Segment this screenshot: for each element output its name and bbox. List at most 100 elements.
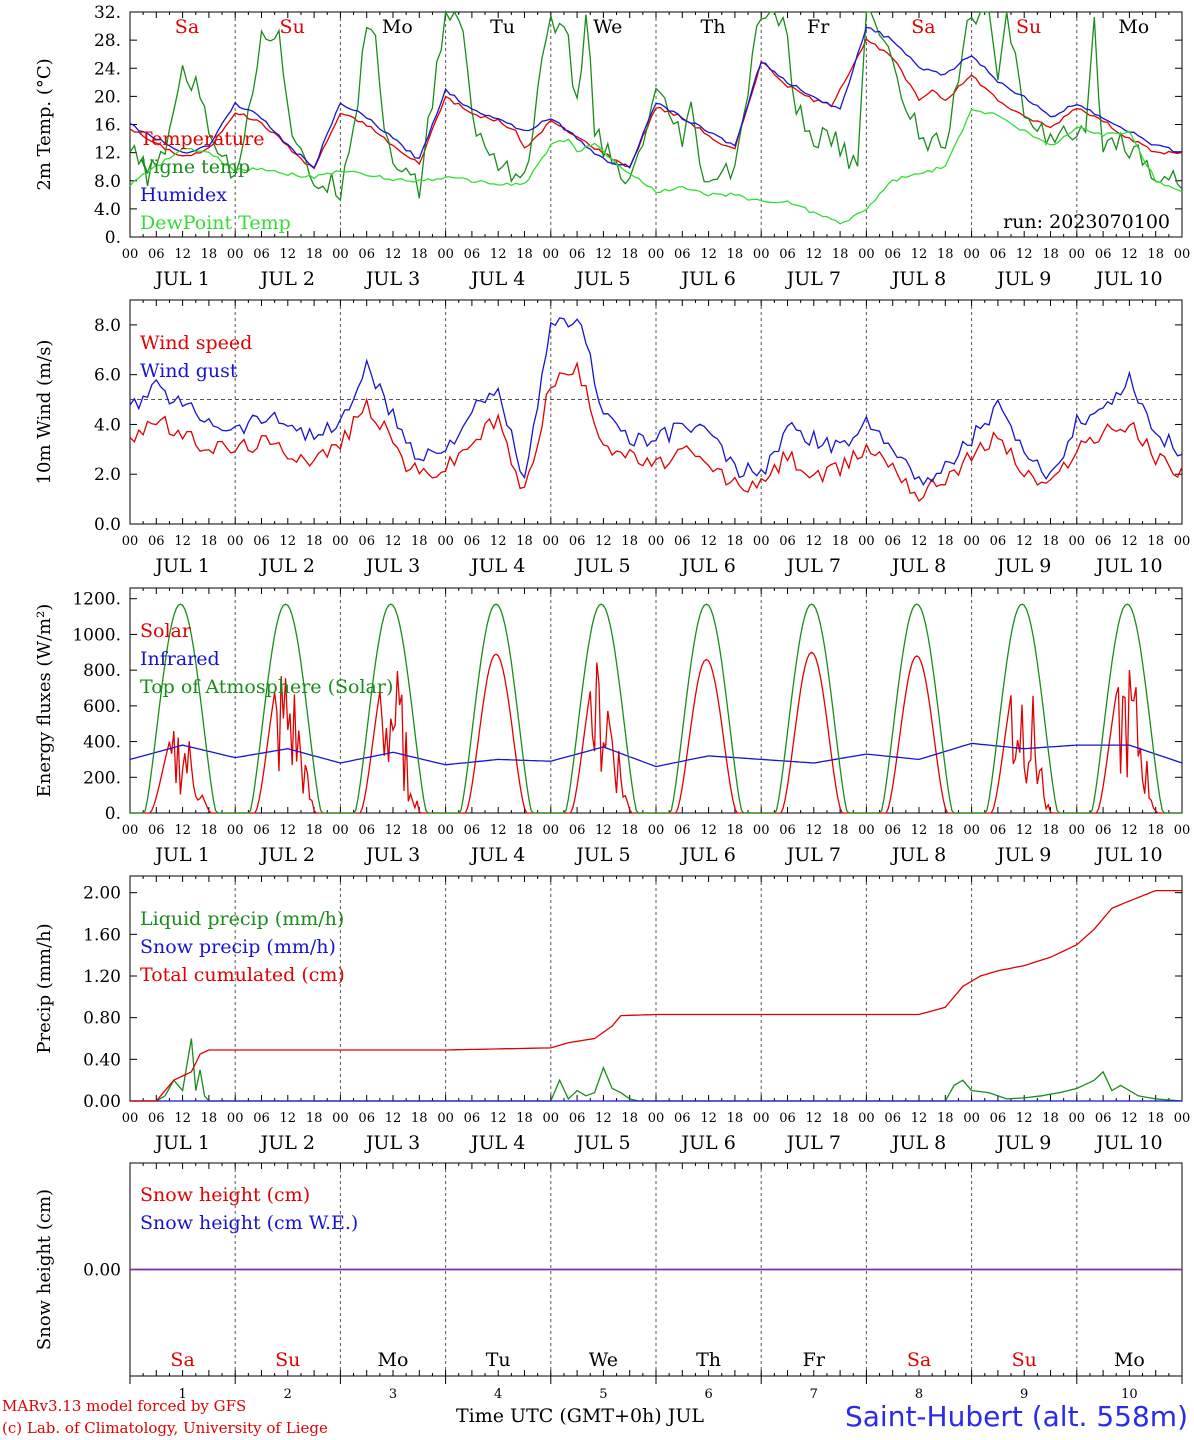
day-name-label: We	[589, 1349, 618, 1371]
hour-tick-label: 18	[832, 1111, 849, 1126]
hour-tick-label: 06	[1095, 823, 1112, 838]
panel-frame-wind	[129, 299, 1183, 525]
hour-tick-label: 12	[1121, 823, 1138, 838]
hour-tick-label: 18	[516, 534, 533, 549]
date-label: JUL 3	[364, 844, 420, 866]
series-line-top-of-atmosphere-solar	[130, 603, 1182, 814]
hour-tick-label: 18	[516, 247, 533, 262]
y-axis-title: Snow height (cm)	[34, 1189, 55, 1350]
day-number-label: 8	[915, 1387, 923, 1402]
y-tick-label: 200.	[83, 768, 121, 788]
hour-tick-label: 18	[832, 534, 849, 549]
hour-tick-label: 18	[201, 247, 218, 262]
hour-tick-label: 06	[1095, 1111, 1112, 1126]
hour-tick-label: 00	[1069, 247, 1086, 262]
day-name-label: Mo	[1118, 16, 1149, 38]
hour-tick-label: 18	[621, 1111, 638, 1126]
date-label: JUL 6	[679, 268, 735, 290]
hour-tick-label: 00	[227, 1111, 244, 1126]
hour-tick-label: 12	[490, 247, 507, 262]
date-label: JUL 10	[1094, 1132, 1162, 1154]
legend-entry: Snow precip (mm/h)	[140, 936, 336, 958]
hour-tick-label: 12	[280, 247, 297, 262]
hour-tick-label: 12	[385, 247, 402, 262]
hour-tick-label: 12	[385, 1111, 402, 1126]
hour-tick-label: 18	[727, 1111, 744, 1126]
day-number-label: 9	[1020, 1387, 1028, 1402]
series-line-total-cumulated-cm	[130, 889, 1182, 1102]
hour-tick-label: 12	[806, 1111, 823, 1126]
hour-tick-label: 00	[858, 823, 875, 838]
hour-tick-label: 00	[332, 1111, 349, 1126]
date-label: JUL 8	[890, 1132, 946, 1154]
date-label: JUL 2	[259, 844, 315, 866]
y-tick-label: 400.	[83, 733, 121, 753]
date-label: JUL 8	[890, 268, 946, 290]
day-name-label: Su	[275, 1349, 300, 1371]
y-tick-label: 20.	[94, 87, 121, 107]
hour-tick-label: 12	[700, 247, 717, 262]
hour-tick-label: 12	[806, 534, 823, 549]
day-name-label: Mo	[382, 16, 413, 38]
hour-tick-label: 06	[569, 247, 586, 262]
hour-tick-label: 06	[148, 1111, 165, 1126]
hour-tick-label: 00	[332, 823, 349, 838]
date-label: JUL 4	[469, 268, 525, 290]
hour-tick-label: 06	[990, 534, 1007, 549]
date-label: JUL 10	[1094, 555, 1162, 577]
date-label: JUL 7	[785, 268, 841, 290]
legend-entry: Temperature	[140, 128, 264, 150]
legend-entry: Liquid precip (mm/h)	[140, 908, 344, 930]
hour-tick-label: 18	[1147, 1111, 1164, 1126]
panel-frame-temp	[129, 11, 1183, 238]
hour-tick-label: 18	[937, 534, 954, 549]
hour-tick-label: 12	[280, 534, 297, 549]
lab-credit: (c) Lab. of Climatology, University of L…	[2, 1419, 328, 1437]
hour-tick-label: 06	[464, 247, 481, 262]
hour-tick-label: 12	[490, 1111, 507, 1126]
hour-tick-label: 18	[411, 1111, 428, 1126]
hour-tick-label: 12	[595, 534, 612, 549]
hour-tick-label: 06	[253, 823, 270, 838]
hour-tick-label: 06	[358, 823, 375, 838]
series-line-temperature	[129, 38, 1183, 170]
legend-entry: Wind speed	[140, 332, 252, 354]
hour-tick-label: 12	[911, 534, 928, 549]
hour-tick-label: 12	[1016, 247, 1033, 262]
hour-tick-label: 00	[858, 534, 875, 549]
hour-tick-label: 18	[621, 247, 638, 262]
run-label: run: 2023070100	[1003, 211, 1170, 233]
hour-tick-label: 12	[1121, 534, 1138, 549]
hour-tick-label: 18	[306, 534, 323, 549]
date-label: JUL 10	[1094, 844, 1162, 866]
hour-tick-label: 00	[543, 1111, 560, 1126]
day-name-label: Th	[701, 16, 726, 38]
hour-tick-label: 18	[411, 534, 428, 549]
hour-tick-label: 18	[937, 823, 954, 838]
hour-tick-label: 18	[411, 247, 428, 262]
series-line-wind-speed	[129, 361, 1183, 503]
date-label: JUL 5	[574, 555, 630, 577]
legend-entry: Humidex	[140, 184, 227, 206]
hour-tick-label: 18	[201, 534, 218, 549]
day-name-label: We	[593, 16, 622, 38]
hour-tick-label: 00	[1069, 1111, 1086, 1126]
hour-tick-label: 06	[358, 247, 375, 262]
date-label: JUL 4	[469, 844, 525, 866]
hour-tick-label: 12	[174, 534, 191, 549]
y-tick-label: 2.0	[94, 465, 121, 485]
y-tick-label: 0.0	[94, 515, 121, 535]
hour-tick-label: 00	[543, 247, 560, 262]
hour-tick-label: 18	[1042, 534, 1059, 549]
hour-tick-label: 18	[621, 534, 638, 549]
hour-tick-label: 06	[674, 534, 691, 549]
date-label: JUL 5	[574, 1132, 630, 1154]
hour-tick-label: 06	[884, 534, 901, 549]
date-label: JUL 6	[679, 555, 735, 577]
date-label: JUL 8	[890, 844, 946, 866]
day-number-label: 7	[810, 1387, 818, 1402]
day-number-label: 2	[284, 1387, 292, 1402]
day-name-label: Th	[696, 1349, 721, 1371]
hour-tick-label: 00	[227, 823, 244, 838]
hour-tick-label: 00	[753, 534, 770, 549]
